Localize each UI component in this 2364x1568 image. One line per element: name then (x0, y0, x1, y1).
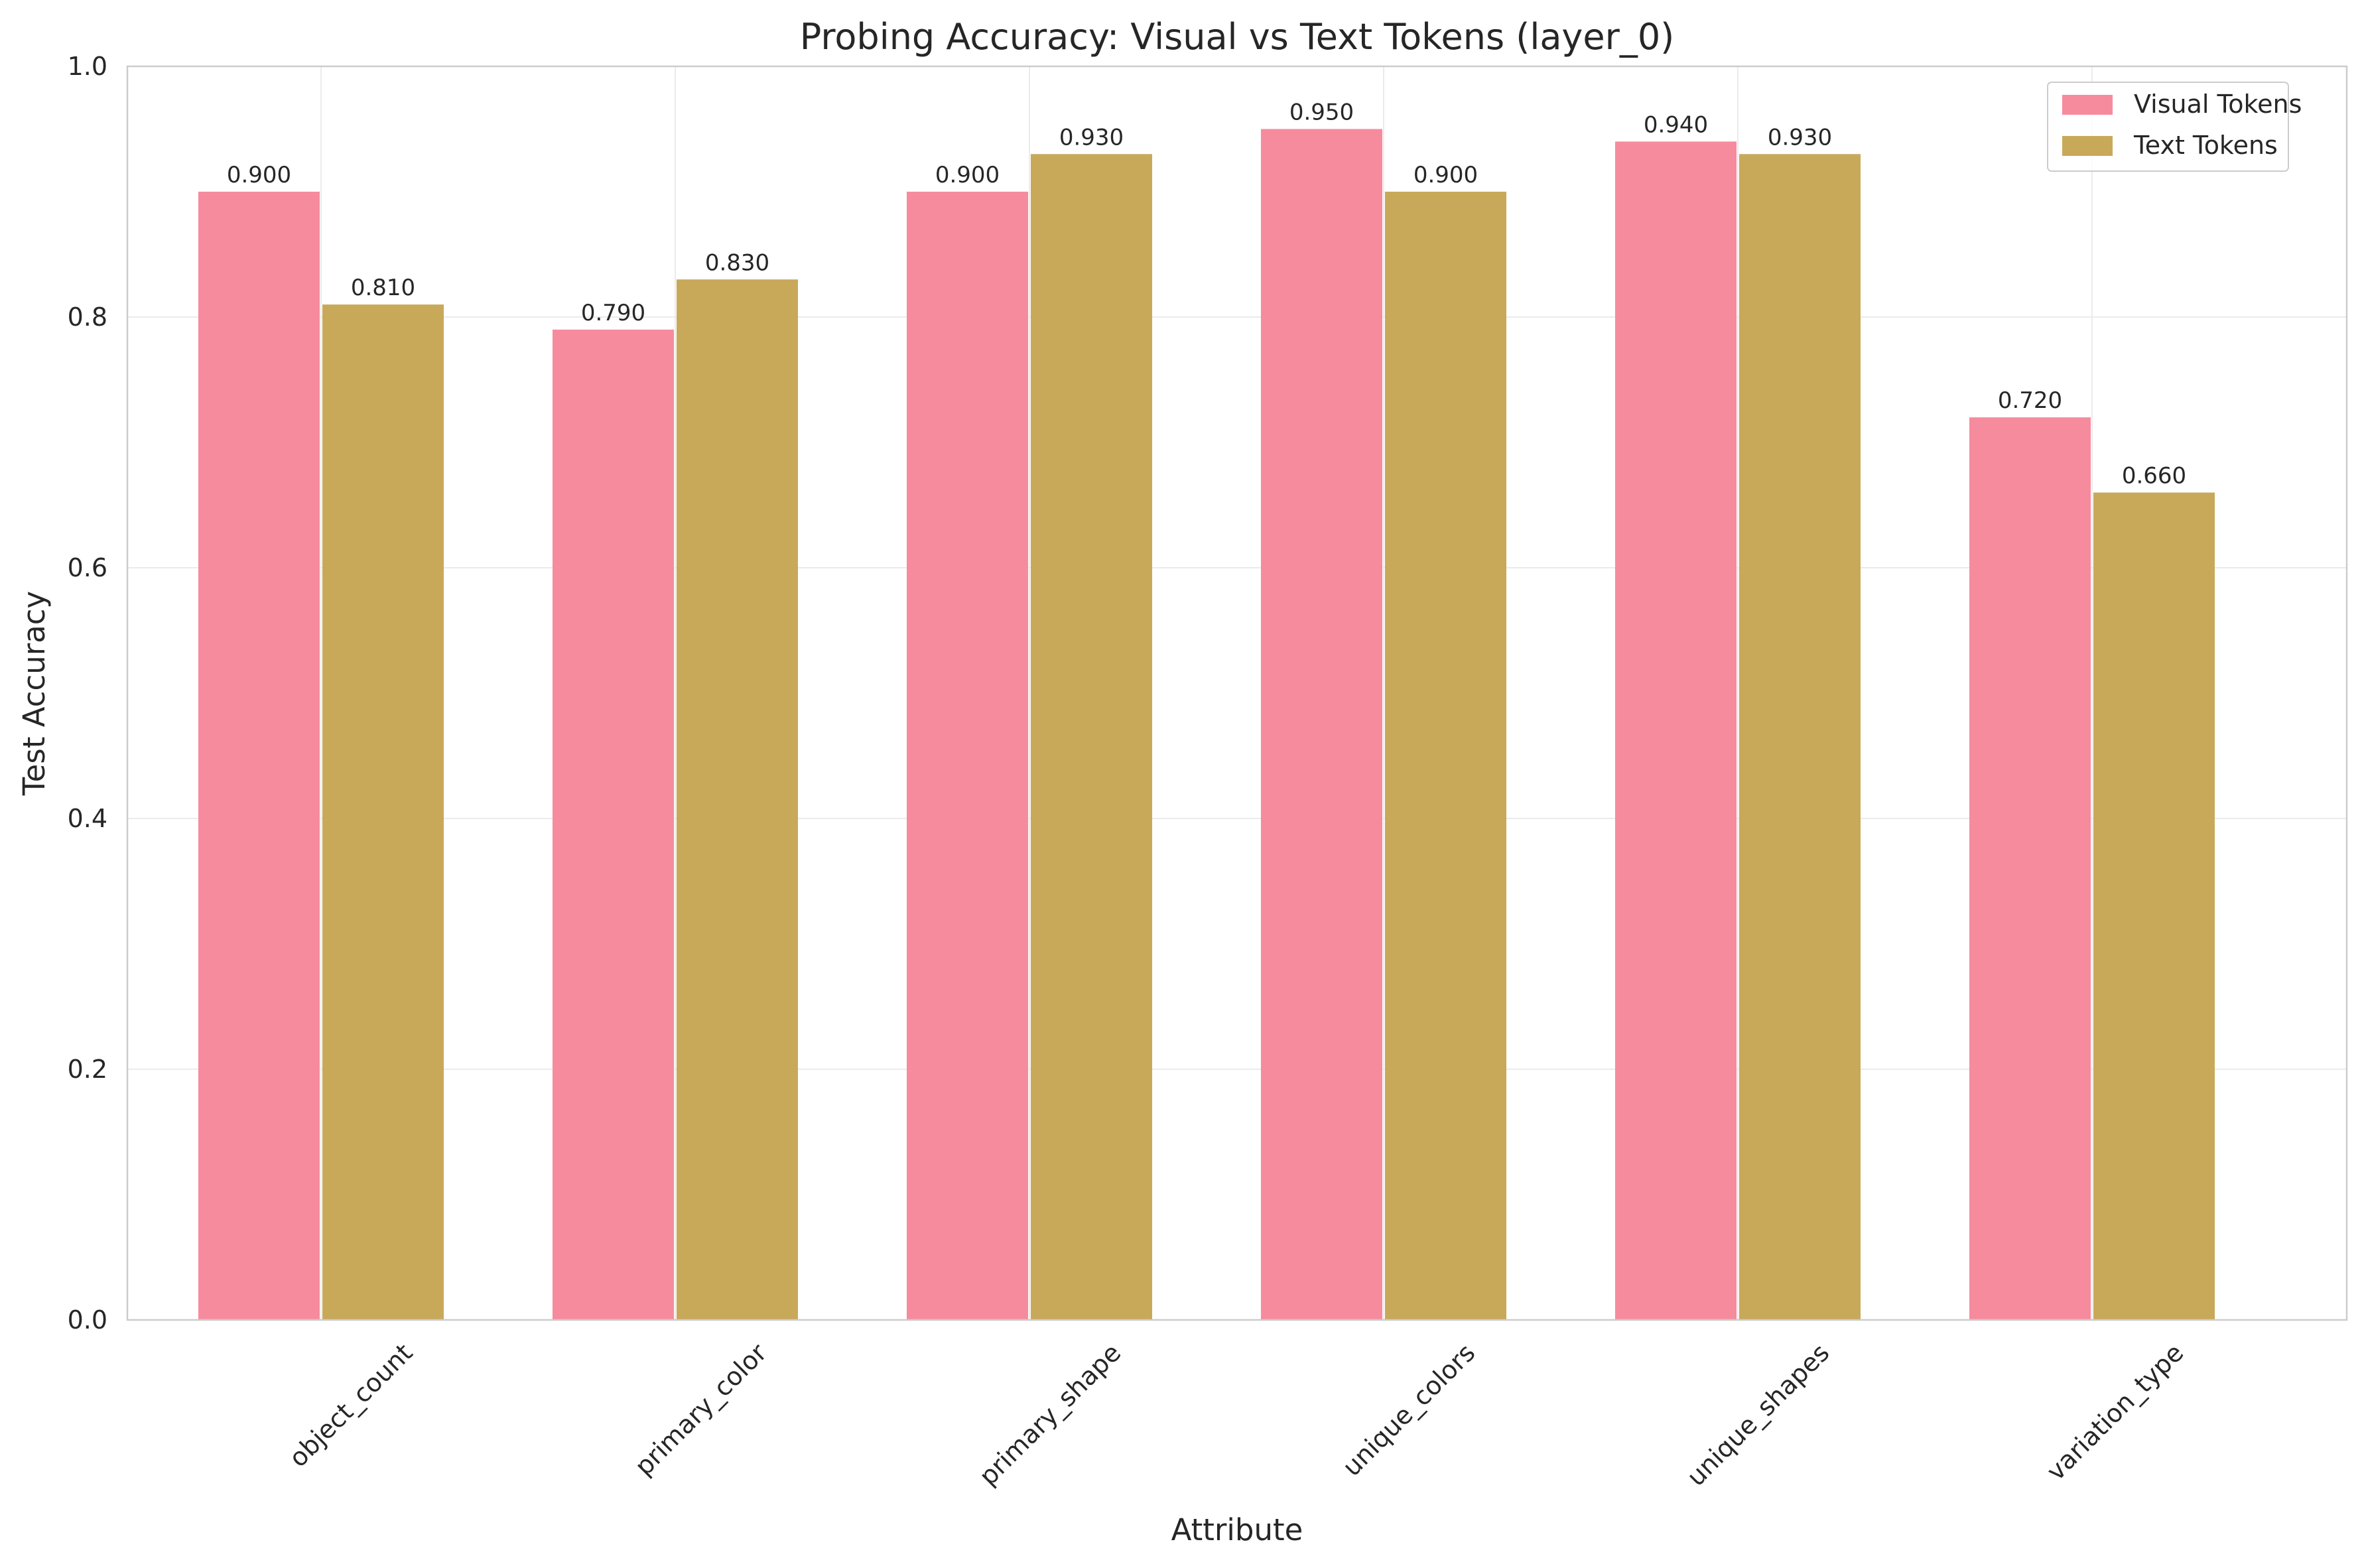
data-label-text-tokens: 0.830 (705, 249, 769, 276)
bar-text-tokens-unique-shapes (1739, 154, 1861, 1320)
data-label-visual-tokens: 0.720 (1998, 387, 2062, 414)
data-label-visual-tokens: 0.940 (1644, 111, 1708, 138)
data-label-visual-tokens: 0.900 (935, 162, 1000, 188)
bar-visual-tokens-unique-shapes (1615, 141, 1737, 1320)
data-labels-layer: 0.900 0.810 0.790 0.830 0.900 0.930 0.950 0.900… (227, 99, 2186, 490)
y-tick-label: 0.4 (68, 804, 107, 833)
plot-frame (126, 65, 2348, 1321)
legend-swatch-text-tokens (2062, 136, 2113, 156)
legend-label-text-tokens: Text Tokens (2133, 131, 2278, 160)
y-tick-label: 0.8 (68, 302, 107, 332)
legend-swatch-visual-tokens (2062, 95, 2113, 115)
data-label-text-tokens: 0.900 (1413, 162, 1478, 188)
bars-layer (198, 129, 2215, 1321)
x-tick-label: unique_shapes (1681, 1338, 1835, 1492)
chart-title: Probing Accuracy: Visual vs Text Tokens … (800, 16, 1675, 58)
legend-label-visual-tokens: Visual Tokens (2134, 90, 2302, 119)
data-label-text-tokens: 0.930 (1059, 124, 1124, 151)
x-ticks-layer: object_count primary_color primary_shape un… (283, 1338, 2189, 1492)
data-label-visual-tokens: 0.900 (227, 162, 291, 188)
x-tick-label: unique_colors (1337, 1338, 1481, 1482)
bar-text-tokens-primary-color (677, 279, 798, 1320)
y-tick-label: 0.0 (68, 1305, 107, 1335)
legend: Visual Tokens Text Tokens (2047, 82, 2302, 172)
data-label-visual-tokens: 0.950 (1289, 99, 1354, 126)
x-tick-label: primary_color (629, 1338, 772, 1481)
x-tick-label: object_count (283, 1338, 418, 1472)
bar-visual-tokens-primary-color (553, 329, 674, 1320)
y-tick-label: 1.0 (68, 52, 107, 81)
bar-visual-tokens-unique-colors (1261, 129, 1382, 1320)
x-tick-label: variation_type (2041, 1338, 2189, 1486)
bar-visual-tokens-variation-type (1969, 417, 2091, 1321)
data-label-text-tokens: 0.810 (351, 275, 415, 301)
y-tick-label: 0.2 (68, 1055, 107, 1084)
bar-visual-tokens-object-count (198, 192, 320, 1320)
x-tick-label: primary_shape (974, 1338, 1127, 1491)
y-tick-label: 0.6 (68, 553, 107, 582)
y-ticks-layer: 0.0 0.2 0.4 0.6 0.8 1.0 (68, 52, 107, 1335)
data-label-visual-tokens: 0.790 (581, 300, 645, 326)
bar-text-tokens-primary-shape (1031, 154, 1152, 1320)
y-axis-label: Test Accuracy (17, 591, 52, 796)
data-label-text-tokens: 0.660 (2122, 463, 2186, 490)
bar-text-tokens-variation-type (2093, 492, 2215, 1320)
data-label-text-tokens: 0.930 (1768, 124, 1832, 151)
x-axis-label: Attribute (1171, 1512, 1303, 1547)
bar-text-tokens-unique-colors (1385, 192, 1506, 1320)
bar-text-tokens-object-count (322, 304, 444, 1321)
bar-visual-tokens-primary-shape (907, 192, 1028, 1320)
